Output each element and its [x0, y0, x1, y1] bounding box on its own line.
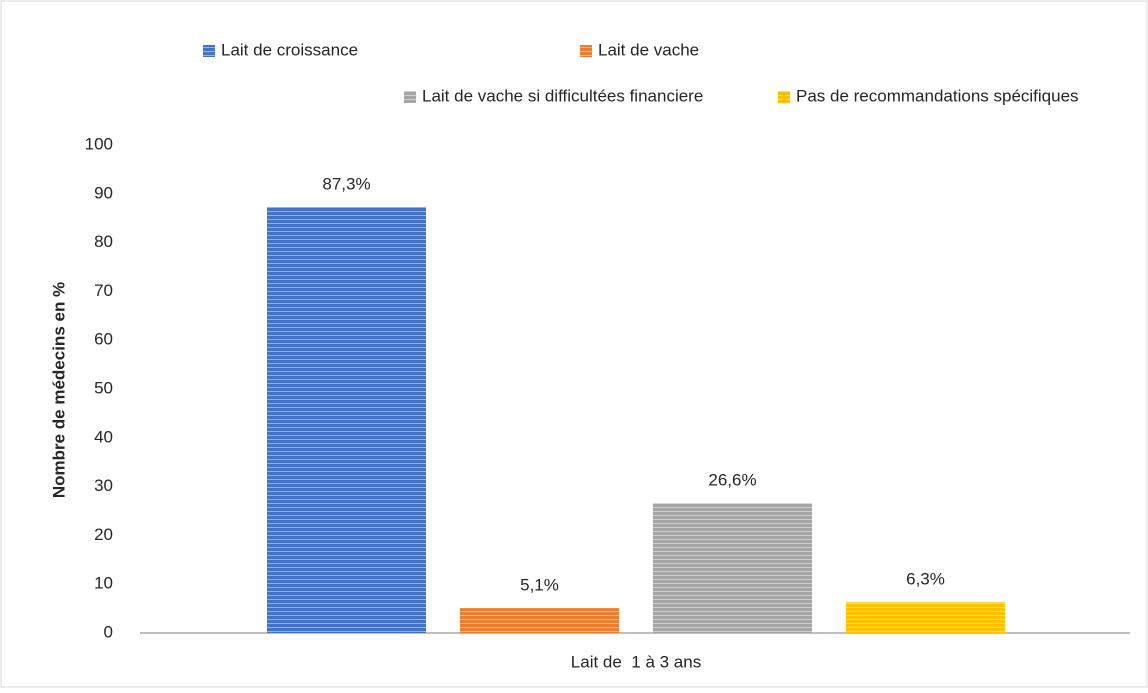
y-tick-label: 100: [85, 134, 113, 153]
data-label: 5,1%: [520, 576, 559, 595]
data-label: 87,3%: [322, 174, 370, 193]
y-tick-label: 30: [94, 476, 113, 495]
legend-label: Lait de vache si difficultées financiere: [422, 86, 703, 105]
y-tick-label: 20: [94, 525, 113, 544]
legend-label: Lait de croissance: [221, 40, 358, 59]
bar: [460, 608, 619, 633]
y-tick-label: 60: [94, 330, 113, 349]
bar: [267, 206, 426, 633]
bar: [653, 503, 812, 633]
bar: [846, 602, 1005, 633]
legend-swatch: [778, 91, 790, 103]
y-tick-label: 0: [104, 622, 113, 641]
y-tick-label: 70: [94, 281, 113, 300]
legend-swatch: [580, 45, 592, 57]
legend-swatch: [203, 45, 215, 57]
legend-label: Pas de recommandations spécifiques: [796, 86, 1079, 105]
y-tick-label: 80: [94, 232, 113, 251]
x-tick-label: Lait de 1 à 3 ans: [571, 652, 701, 671]
legend-label: Lait de vache: [598, 40, 699, 59]
data-label: 6,3%: [906, 570, 945, 589]
legend-swatch: [404, 91, 416, 103]
y-tick-label: 50: [94, 378, 113, 397]
y-tick-label: 40: [94, 427, 113, 446]
y-tick-label: 10: [94, 574, 113, 593]
y-axis-label: Nombre de médecins en %: [49, 282, 68, 498]
y-tick-label: 90: [94, 183, 113, 202]
data-label: 26,6%: [708, 471, 756, 490]
